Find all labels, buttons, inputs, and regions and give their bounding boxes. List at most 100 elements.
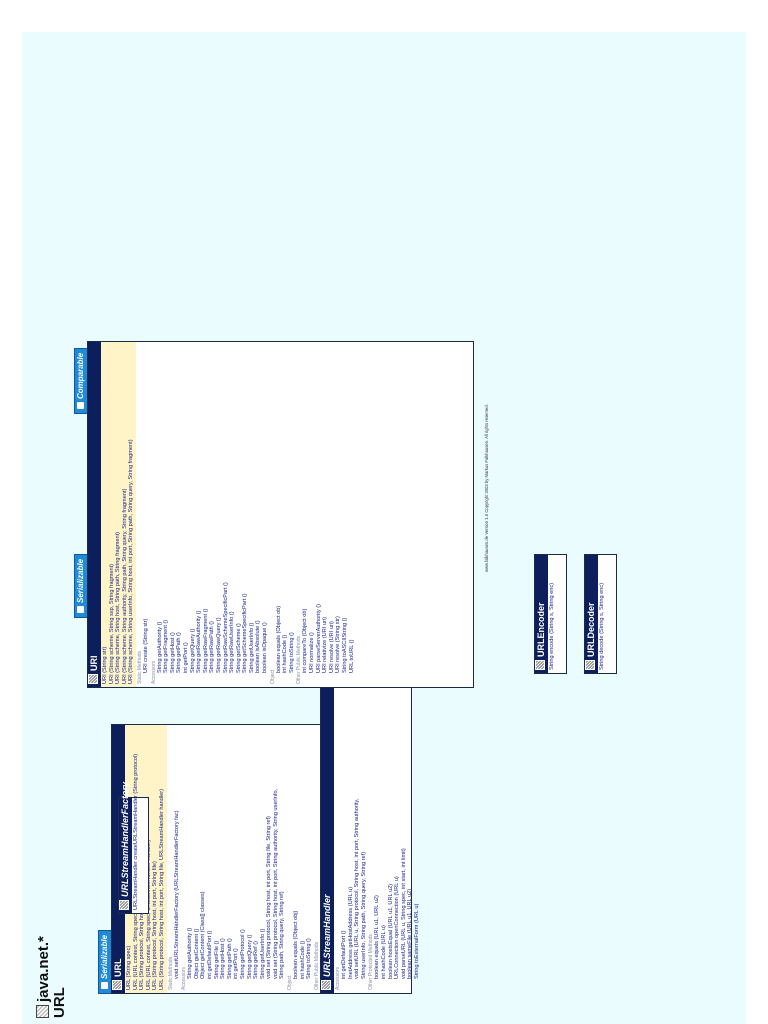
interface-label: Comparable bbox=[76, 352, 85, 399]
section-label-static: Static Methods bbox=[167, 956, 174, 990]
url-accessors: String getAuthority () Object getContent … bbox=[187, 725, 286, 993]
member-row: boolean equals (Object obj) bbox=[293, 910, 300, 979]
url-static-methods: void setURLStreamHandlerFactory (URLStre… bbox=[174, 725, 181, 993]
decoder-methods: String decode (String s, String enc) bbox=[598, 555, 607, 673]
member-row: String userInfo, String path, String que… bbox=[360, 851, 367, 979]
member-row: URI parseServerAuthority () bbox=[315, 603, 322, 673]
handler-class-name: URLStreamHandler bbox=[322, 894, 332, 977]
member-row: boolean equals (Object ob) bbox=[275, 605, 282, 673]
class-icon bbox=[535, 660, 545, 670]
class-title: URL bbox=[51, 987, 68, 1018]
factory-class-name: URLStreamHandlerFactory bbox=[120, 781, 130, 897]
member-row: URI normalize () bbox=[309, 632, 316, 673]
section-label-accessors: Accessors bbox=[181, 966, 188, 990]
package-icon bbox=[36, 1005, 49, 1018]
member-row: String getFile () bbox=[213, 940, 220, 979]
member-row: int getDefaultPort () bbox=[206, 930, 213, 979]
member-row: String getPath () bbox=[226, 938, 233, 979]
uri-other-methods: int compareTo (Object ob) URI normalize (… bbox=[302, 342, 355, 687]
package-title-line: java.net.* bbox=[35, 936, 52, 1018]
uri-constructors: URI (String str) URI (String scheme, Stri… bbox=[101, 342, 136, 687]
member-row: String getHost () bbox=[169, 632, 176, 673]
decoder-class-header: URLDecoder bbox=[585, 555, 598, 673]
member-row: String decode (String s, String enc) bbox=[599, 582, 605, 670]
member-row: int getPort () bbox=[233, 948, 240, 979]
member-row: String getSchemeSpecificPart () bbox=[242, 593, 249, 673]
interface-label: Serializable bbox=[100, 934, 109, 979]
member-row: URI resolve (String str) bbox=[335, 616, 342, 673]
section-label-static: Static Methods bbox=[136, 650, 143, 684]
member-row: String getRawAuthority () bbox=[196, 610, 203, 674]
member-row: int getPort () bbox=[182, 642, 189, 673]
factory-methods: URLStreamHandler createURLStreamHandler … bbox=[132, 753, 141, 913]
factory-class-box: URLStreamHandlerFactory URLStreamHandler… bbox=[118, 753, 149, 914]
member-row: Object getContent () bbox=[193, 928, 200, 979]
member-row: String getHost () bbox=[220, 938, 227, 979]
handler-class-header: URLStreamHandler bbox=[321, 663, 334, 993]
member-row: int getDefaultPort () bbox=[341, 930, 347, 979]
member-row: URI create (String str) bbox=[142, 618, 149, 673]
encoder-class-box: URLEncoder String encode (String s, Stri… bbox=[534, 554, 567, 674]
uri-static-methods: URI create (String str) bbox=[143, 342, 150, 687]
member-row: String path, String query, String ref) bbox=[279, 891, 286, 979]
member-row: String getUserInfo () bbox=[248, 622, 255, 673]
member-row: String getRawUserInfo () bbox=[229, 611, 236, 673]
handler-other-methods: boolean equals (URL u1, URL u2) int hashC… bbox=[374, 663, 420, 993]
copyright-footer: www.falkhausen.de Version 1.0 Copyright … bbox=[484, 404, 489, 572]
interface-icon bbox=[101, 982, 108, 989]
page-title: java.net.* URL bbox=[35, 936, 68, 1018]
section-label-other: Other Protected Methods bbox=[368, 934, 375, 990]
member-row: boolean equals (URL u1, URL u2) bbox=[374, 895, 381, 979]
url-object-methods: boolean equals (Object obj) int hashCode … bbox=[293, 725, 313, 993]
member-row: String toString () bbox=[288, 632, 295, 673]
encoder-methods: String encode (String s, String enc) bbox=[548, 555, 557, 673]
member-row: URL (String protocol, String host, int p… bbox=[158, 789, 165, 990]
serializable-interface-badge: Serializable bbox=[98, 929, 112, 994]
url-class-name: URL bbox=[113, 958, 123, 978]
member-row: void setURLStreamHandlerFactory (URLStre… bbox=[173, 810, 180, 980]
member-row: String getRawFragment () bbox=[202, 608, 209, 673]
member-row: String getRef () bbox=[253, 941, 260, 979]
member-row: String toExternalForm (URL u) bbox=[413, 903, 420, 979]
uri-accessors: String getAuthority () String getFragment… bbox=[157, 342, 269, 687]
section-label-other: Other Public Methods bbox=[296, 635, 303, 684]
member-row: String getRawPath () bbox=[209, 621, 216, 673]
comparable-interface-badge: Comparable bbox=[74, 347, 88, 414]
member-row: String toASCIIString () bbox=[342, 617, 348, 673]
section-label-accessors: Accessors bbox=[150, 660, 157, 684]
member-row: void set (String protocol, String host, … bbox=[266, 816, 273, 979]
uri-class-box: URI URI (String str) URI (String scheme, … bbox=[87, 341, 474, 688]
member-row: boolean hostsEqual (URL u1, URL u2) bbox=[387, 883, 394, 979]
section-label-other: Other Public Methods bbox=[313, 941, 320, 990]
member-row: URI (String str) bbox=[102, 646, 108, 684]
member-row: String getPath () bbox=[176, 632, 183, 673]
interface-icon bbox=[77, 402, 84, 409]
member-row: String toString () bbox=[306, 938, 313, 979]
member-row: String getScheme () bbox=[235, 623, 242, 673]
member-row: boolean sameFile (URL u1, URL u2) bbox=[407, 888, 414, 979]
member-row: int compareTo (Object ob) bbox=[302, 608, 309, 673]
handler-accessors: int getDefaultPort () InetAddress getHost… bbox=[341, 663, 367, 993]
section-label-accessors: Accessors bbox=[335, 966, 341, 990]
member-row: URLStreamHandler createURLStreamHandler … bbox=[133, 753, 139, 910]
member-row: String getAuthority () bbox=[156, 621, 163, 673]
class-icon bbox=[112, 980, 122, 990]
member-row: boolean isOpaque () bbox=[262, 622, 269, 673]
member-row: URI relativize (URI uri) bbox=[322, 617, 329, 673]
member-row: URL toURL () bbox=[348, 639, 355, 673]
member-row: String getUserInfo () bbox=[259, 928, 266, 979]
cheat-sheet-page: java.net.* URL Serializable URL URL (Str… bbox=[22, 32, 746, 1024]
member-row: URLConnection openConnection (URL u) bbox=[394, 876, 401, 979]
class-icon bbox=[585, 660, 595, 670]
member-row: int hashCode (URL u) bbox=[380, 925, 387, 979]
member-row: String getQuery () bbox=[189, 628, 196, 673]
member-row: String getProtocol () bbox=[239, 929, 246, 979]
encoder-class-name: URLEncoder bbox=[536, 602, 546, 657]
section-label-object: Object bbox=[287, 975, 294, 990]
handler-class-box: URLStreamHandler Accessors int getDefaul… bbox=[320, 662, 420, 994]
member-row: Object getContent (Class[] classes) bbox=[200, 891, 207, 979]
class-title-line: URL bbox=[51, 936, 68, 1018]
member-row: boolean isAbsolute () bbox=[255, 620, 262, 673]
uri-class-name: URI bbox=[89, 655, 99, 672]
interface-class-icon bbox=[119, 900, 129, 910]
